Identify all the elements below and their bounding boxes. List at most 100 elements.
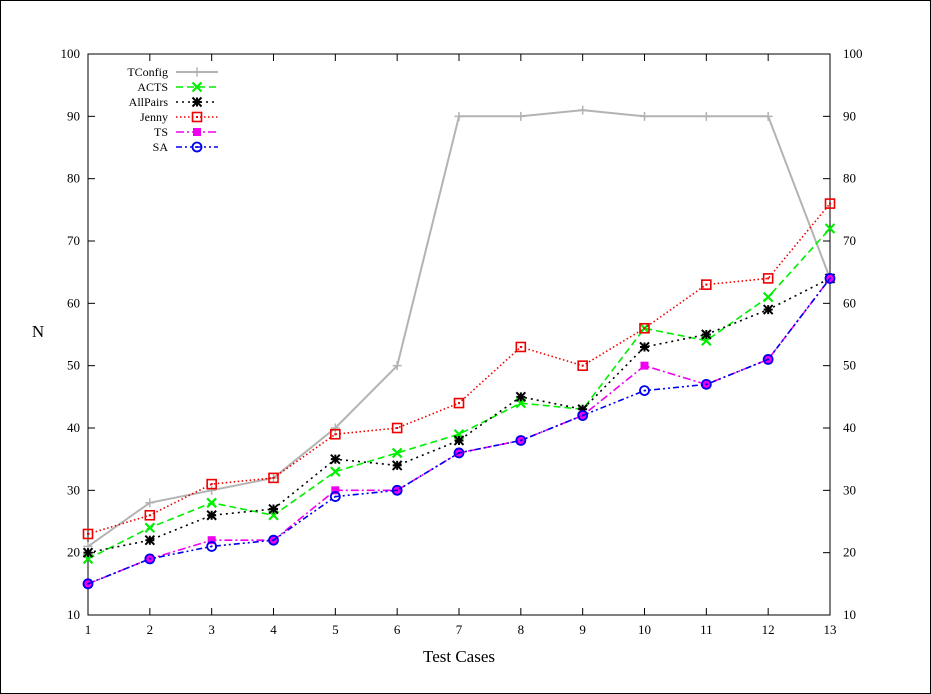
data-point-jenny (268, 472, 279, 484)
data-point-allpairs (577, 404, 588, 415)
data-point-allpairs (639, 341, 650, 353)
data-point-acts (391, 447, 403, 459)
data-point-allpairs (144, 534, 156, 546)
legend-marker-allpairs (191, 96, 203, 108)
data-point-sa (82, 578, 94, 590)
legend-marker-ts (193, 128, 201, 136)
series-line-allpairs (87, 277, 831, 554)
y-right-tick-label: 50 (843, 358, 856, 373)
x-tick-label: 10 (638, 622, 651, 637)
x-tick-label: 7 (456, 622, 463, 637)
y-axis-label: N (32, 322, 44, 341)
data-point-sa (700, 378, 712, 390)
data-point-tconfig (640, 111, 649, 121)
data-point-jenny (330, 428, 341, 440)
y-tick-label: 80 (67, 171, 80, 186)
data-point-acts (824, 223, 836, 234)
legend-marker-acts (191, 81, 203, 93)
data-point-allpairs (453, 435, 465, 446)
data-point-tconfig (763, 111, 773, 121)
x-tick-label: 11 (700, 622, 713, 637)
series-ts (84, 274, 834, 588)
series-tconfig (83, 105, 835, 551)
y-right-tick-label: 40 (843, 420, 856, 435)
series-jenny (82, 198, 836, 540)
y-right-tick-label: 60 (843, 295, 856, 310)
data-point-jenny (82, 528, 94, 540)
y-right-tick-label: 70 (843, 233, 856, 248)
data-point-jenny (577, 360, 588, 371)
data-point-sa (206, 541, 218, 552)
series-line-jenny (87, 203, 831, 535)
x-tick-label: 1 (85, 622, 92, 637)
legend-marker-sa (191, 141, 203, 153)
legend-marker-jenny (191, 111, 203, 123)
x-tick-label: 12 (762, 622, 775, 637)
series-line-ts (87, 277, 831, 585)
series-sa (82, 272, 836, 590)
y-tick-label: 20 (67, 545, 80, 560)
data-point-jenny (453, 397, 465, 409)
series-allpairs (82, 273, 836, 558)
x-tick-label: 5 (332, 622, 339, 637)
x-tick-label: 8 (518, 622, 525, 637)
data-point-acts (144, 522, 156, 534)
data-point-tconfig (330, 423, 340, 433)
legend-label-allpairs: AllPairs (129, 95, 169, 109)
series-acts (82, 223, 836, 565)
series-line-sa (87, 277, 831, 585)
data-point-tconfig (578, 105, 588, 115)
data-point-tconfig (516, 111, 526, 121)
data-point-jenny (206, 478, 217, 490)
y-right-tick-label: 30 (843, 482, 856, 497)
y-tick-label: 50 (67, 358, 80, 373)
data-point-sa (144, 553, 156, 565)
legend-label-ts: TS (154, 125, 168, 139)
y-tick-label: 90 (67, 108, 80, 123)
y-tick-label: 100 (61, 46, 81, 61)
y-tick-label: 30 (67, 482, 80, 497)
legend-label-tconfig: TConfig (127, 65, 168, 79)
y-right-tick-label: 100 (843, 46, 863, 61)
data-point-acts (330, 466, 341, 477)
x-tick-label: 13 (824, 622, 837, 637)
data-point-sa (639, 385, 650, 397)
x-axis-label: Test Cases (423, 647, 495, 666)
data-point-sa (515, 435, 527, 446)
y-tick-label: 40 (67, 420, 80, 435)
data-point-tconfig (145, 498, 155, 508)
y-tick-label: 70 (67, 233, 80, 248)
y-right-tick-label: 10 (843, 607, 856, 622)
y-tick-label: 60 (67, 295, 80, 310)
y-right-tick-label: 80 (843, 171, 856, 186)
data-point-allpairs (515, 391, 527, 403)
data-point-allpairs (268, 503, 279, 515)
x-tick-label: 4 (270, 622, 277, 637)
data-point-jenny (701, 279, 712, 290)
data-point-jenny (391, 422, 403, 434)
x-tick-label: 6 (394, 622, 401, 637)
legend-marker-tconfig (192, 67, 202, 77)
data-point-jenny (639, 322, 650, 334)
data-point-sa (762, 354, 774, 365)
data-point-allpairs (206, 510, 217, 521)
data-point-tconfig (207, 485, 217, 495)
data-point-ts (640, 361, 649, 370)
data-point-allpairs (762, 304, 774, 315)
data-point-sa (391, 484, 403, 496)
x-tick-label: 2 (147, 622, 154, 637)
data-point-tconfig (454, 111, 464, 121)
data-point-jenny (515, 341, 527, 353)
data-point-tconfig (701, 111, 711, 121)
data-point-jenny (144, 509, 156, 521)
data-point-jenny (824, 198, 836, 209)
series-line-acts (87, 227, 831, 560)
data-point-allpairs (701, 329, 712, 340)
data-point-allpairs (82, 547, 94, 558)
y-right-tick-label: 90 (843, 108, 856, 123)
data-point-tconfig (392, 361, 402, 371)
data-point-acts (762, 291, 774, 303)
y-tick-label: 10 (67, 607, 80, 622)
data-point-ts (207, 536, 216, 545)
